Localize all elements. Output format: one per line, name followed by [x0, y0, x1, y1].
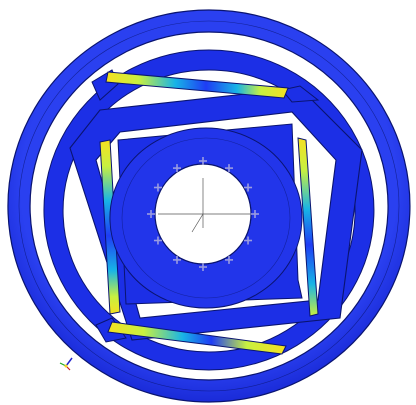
outer-ring-edge-line — [18, 20, 400, 392]
plus-marker-icon — [173, 255, 181, 264]
plus-marker-icon — [199, 263, 207, 271]
bore-crosshair — [158, 178, 250, 233]
frame-connector-top-right — [281, 85, 320, 103]
flexure-beam-top — [105, 71, 289, 99]
plus-marker-icon — [244, 236, 253, 245]
plus-marker-icon — [244, 183, 253, 192]
plus-marker-icon — [153, 236, 162, 245]
hub-edge-line — [121, 137, 291, 299]
plus-marker-icon — [173, 164, 181, 173]
outer-ring — [7, 9, 411, 403]
constraint-markers — [147, 157, 259, 271]
flexure-beam-bottom — [107, 321, 287, 355]
plus-marker-icon — [199, 157, 207, 165]
plus-marker-icon — [225, 255, 233, 264]
plus-marker-icon — [153, 183, 162, 192]
axis-triad-icon — [59, 357, 73, 371]
flexure-beam-right — [297, 137, 319, 317]
plus-marker-icon — [147, 210, 155, 218]
plus-marker-icon — [225, 164, 233, 173]
plus-marker-icon — [251, 210, 259, 218]
